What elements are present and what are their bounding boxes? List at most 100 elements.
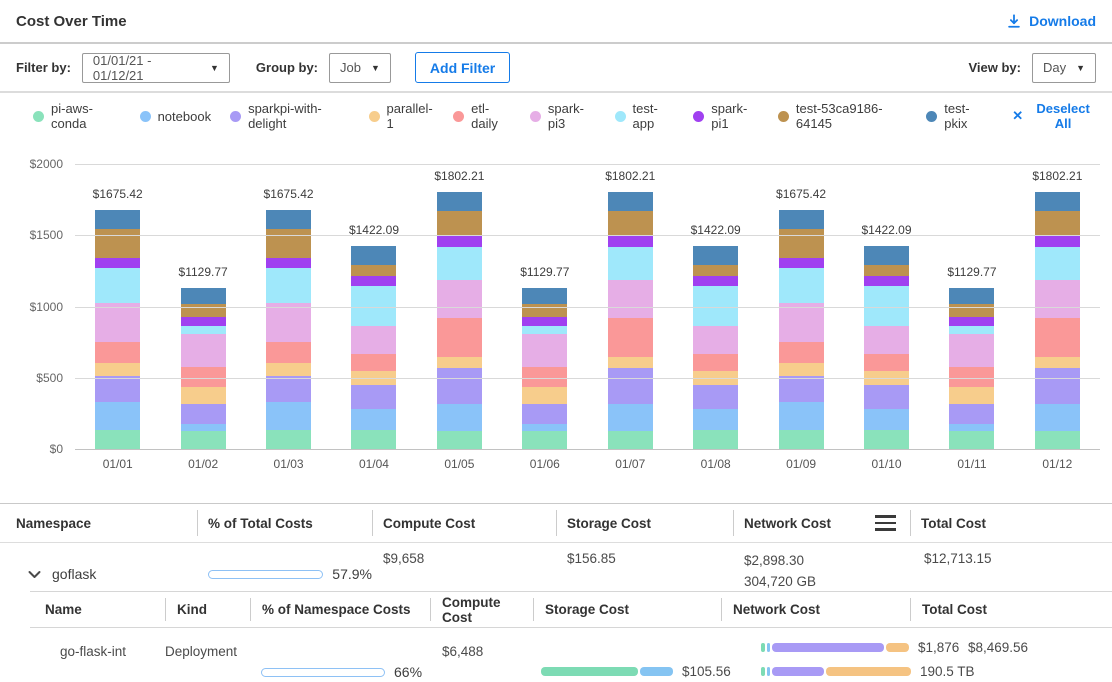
bar-segment-pi-aws-conda[interactable] bbox=[351, 430, 396, 449]
stacked-bar-01/06[interactable] bbox=[522, 288, 567, 449]
stacked-bar-01/08[interactable] bbox=[693, 246, 738, 449]
table-row-go-flask-int[interactable]: go-flask-int Deployment 66% $6,488 $105.… bbox=[30, 628, 1112, 682]
bar-segment-spark-pi3[interactable] bbox=[608, 280, 653, 318]
bar-segment-notebook[interactable] bbox=[181, 424, 226, 431]
bar-segment-test-app[interactable] bbox=[608, 247, 653, 281]
bar-segment-notebook[interactable] bbox=[949, 424, 994, 431]
bar-segment-sparkpi-with-delight[interactable] bbox=[437, 368, 482, 404]
bar-segment-test-pkix[interactable] bbox=[864, 246, 909, 265]
date-range-select[interactable]: 01/01/21 - 01/12/21 ▼ bbox=[82, 53, 230, 83]
bar-segment-test-pkix[interactable] bbox=[779, 210, 824, 228]
stacked-bar-01/10[interactable] bbox=[864, 246, 909, 449]
table-row-goflask[interactable]: goflask 57.9% $9,658 $156.85 $2,898.30 3… bbox=[0, 543, 1112, 591]
bar-segment-etl-daily[interactable] bbox=[351, 354, 396, 371]
bar-segment-pi-aws-conda[interactable] bbox=[181, 431, 226, 449]
col-header-namespace[interactable]: Namespace bbox=[16, 504, 197, 542]
bar-segment-test-app[interactable] bbox=[95, 268, 140, 303]
bar-segment-test-pkix[interactable] bbox=[266, 210, 311, 228]
bar-segment-spark-pi1[interactable] bbox=[522, 317, 567, 326]
bar-segment-pi-aws-conda[interactable] bbox=[1035, 431, 1080, 449]
bar-segment-spark-pi3[interactable] bbox=[864, 326, 909, 354]
bar-segment-spark-pi3[interactable] bbox=[949, 334, 994, 367]
bar-segment-parallel-1[interactable] bbox=[266, 363, 311, 377]
bar-segment-sparkpi-with-delight[interactable] bbox=[864, 385, 909, 409]
bar-segment-test-53ca9186-64145[interactable] bbox=[1035, 211, 1080, 236]
col-header-total[interactable]: Total Cost bbox=[910, 592, 1112, 627]
bar-segment-test-53ca9186-64145[interactable] bbox=[779, 229, 824, 258]
bar-segment-spark-pi3[interactable] bbox=[779, 303, 824, 342]
bar-segment-test-53ca9186-64145[interactable] bbox=[608, 211, 653, 236]
group-by-select[interactable]: Job ▼ bbox=[329, 53, 391, 83]
bar-segment-spark-pi3[interactable] bbox=[95, 303, 140, 342]
bar-segment-sparkpi-with-delight[interactable] bbox=[95, 376, 140, 402]
bar-segment-spark-pi1[interactable] bbox=[181, 317, 226, 326]
bar-segment-sparkpi-with-delight[interactable] bbox=[351, 385, 396, 409]
bar-segment-test-53ca9186-64145[interactable] bbox=[95, 229, 140, 258]
bar-segment-pi-aws-conda[interactable] bbox=[864, 430, 909, 449]
bar-segment-test-app[interactable] bbox=[181, 326, 226, 334]
bar-segment-spark-pi3[interactable] bbox=[522, 334, 567, 367]
bar-segment-etl-daily[interactable] bbox=[266, 342, 311, 363]
bar-segment-test-pkix[interactable] bbox=[608, 192, 653, 211]
bar-segment-parallel-1[interactable] bbox=[1035, 357, 1080, 368]
col-header-kind[interactable]: Kind bbox=[165, 592, 250, 627]
bar-segment-test-pkix[interactable] bbox=[693, 246, 738, 265]
bar-segment-spark-pi1[interactable] bbox=[437, 236, 482, 247]
bar-segment-test-pkix[interactable] bbox=[181, 288, 226, 304]
stacked-bar-01/05[interactable] bbox=[437, 192, 482, 449]
bar-segment-sparkpi-with-delight[interactable] bbox=[949, 404, 994, 424]
bar-segment-sparkpi-with-delight[interactable] bbox=[266, 376, 311, 402]
bar-segment-spark-pi3[interactable] bbox=[181, 334, 226, 367]
legend-item-test-53ca9186-64145[interactable]: test-53ca9186-64145 bbox=[778, 101, 907, 131]
bar-segment-spark-pi3[interactable] bbox=[1035, 280, 1080, 318]
legend-item-test-pkix[interactable]: test-pkix bbox=[926, 101, 987, 131]
bar-segment-parallel-1[interactable] bbox=[95, 363, 140, 377]
bar-segment-notebook[interactable] bbox=[608, 404, 653, 431]
bar-segment-test-app[interactable] bbox=[779, 268, 824, 303]
stacked-bar-01/12[interactable] bbox=[1035, 192, 1080, 449]
bar-segment-spark-pi1[interactable] bbox=[95, 258, 140, 267]
bar-segment-test-pkix[interactable] bbox=[437, 192, 482, 211]
bar-segment-etl-daily[interactable] bbox=[608, 318, 653, 357]
col-header-pct-total[interactable]: % of Total Costs bbox=[197, 504, 372, 542]
bar-segment-spark-pi3[interactable] bbox=[437, 280, 482, 318]
col-header-storage[interactable]: Storage Cost bbox=[556, 504, 733, 542]
bar-segment-etl-daily[interactable] bbox=[181, 367, 226, 387]
stacked-bar-01/09[interactable] bbox=[779, 210, 824, 449]
bar-segment-test-pkix[interactable] bbox=[1035, 192, 1080, 211]
bar-segment-spark-pi1[interactable] bbox=[864, 276, 909, 286]
stacked-bar-01/03[interactable] bbox=[266, 210, 311, 449]
legend-item-test-app[interactable]: test-app bbox=[615, 101, 675, 131]
bar-segment-test-pkix[interactable] bbox=[351, 246, 396, 265]
bar-segment-spark-pi1[interactable] bbox=[949, 317, 994, 326]
bar-segment-parallel-1[interactable] bbox=[779, 363, 824, 377]
download-button[interactable]: Download bbox=[1006, 13, 1096, 29]
col-header-pct-namespace[interactable]: % of Namespace Costs bbox=[250, 592, 430, 627]
view-by-select[interactable]: Day ▼ bbox=[1032, 53, 1096, 83]
bar-segment-spark-pi1[interactable] bbox=[1035, 236, 1080, 247]
bar-segment-test-53ca9186-64145[interactable] bbox=[693, 265, 738, 276]
bar-segment-etl-daily[interactable] bbox=[95, 342, 140, 363]
bar-segment-spark-pi1[interactable] bbox=[693, 276, 738, 286]
menu-icon[interactable] bbox=[875, 515, 896, 531]
bar-segment-etl-daily[interactable] bbox=[437, 318, 482, 357]
bar-segment-etl-daily[interactable] bbox=[864, 354, 909, 371]
chevron-down-icon[interactable] bbox=[28, 570, 41, 579]
legend-item-etl-daily[interactable]: etl-daily bbox=[453, 101, 511, 131]
bar-segment-test-53ca9186-64145[interactable] bbox=[437, 211, 482, 236]
col-header-network[interactable]: Network Cost bbox=[733, 504, 910, 542]
bar-segment-notebook[interactable] bbox=[864, 409, 909, 430]
bar-segment-pi-aws-conda[interactable] bbox=[95, 430, 140, 449]
bar-segment-spark-pi1[interactable] bbox=[779, 258, 824, 267]
legend-item-spark-pi3[interactable]: spark-pi3 bbox=[530, 101, 596, 131]
bar-segment-pi-aws-conda[interactable] bbox=[608, 431, 653, 449]
bar-segment-test-app[interactable] bbox=[949, 326, 994, 334]
bar-segment-test-app[interactable] bbox=[266, 268, 311, 303]
bar-segment-etl-daily[interactable] bbox=[1035, 318, 1080, 357]
stacked-bar-01/11[interactable] bbox=[949, 288, 994, 449]
bar-segment-etl-daily[interactable] bbox=[693, 354, 738, 371]
legend-item-parallel-1[interactable]: parallel-1 bbox=[369, 101, 435, 131]
bar-segment-parallel-1[interactable] bbox=[608, 357, 653, 368]
bar-segment-notebook[interactable] bbox=[351, 409, 396, 430]
bar-segment-sparkpi-with-delight[interactable] bbox=[693, 385, 738, 409]
